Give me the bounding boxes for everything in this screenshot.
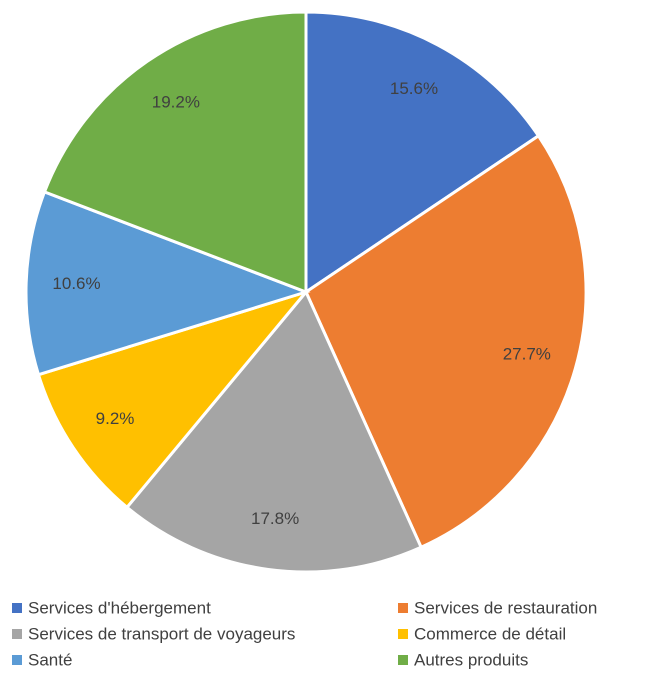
legend-label: Autres produits [414, 650, 528, 669]
legend-label: Services de transport de voyageurs [28, 624, 295, 643]
legend-swatch [398, 629, 408, 639]
pie-slice [36, 289, 311, 510]
legend-label: Santé [28, 650, 72, 669]
pie-slice [124, 289, 424, 574]
data-label: 15.6% [390, 79, 438, 98]
legend-label: Services d'hébergement [28, 598, 211, 617]
legend-swatch [12, 629, 22, 639]
legend-swatch [398, 655, 408, 665]
legend-label: Commerce de détail [414, 624, 566, 643]
legend-swatch [12, 655, 22, 665]
data-label: 9.2% [96, 409, 135, 428]
data-label: 17.8% [251, 509, 299, 528]
pie-slice [304, 10, 541, 295]
legend-label: Services de restauration [414, 598, 597, 617]
data-label: 19.2% [152, 92, 200, 111]
legend-swatch [12, 603, 22, 613]
legend-swatch [398, 603, 408, 613]
data-label: 10.6% [52, 274, 100, 293]
pie-slice [24, 189, 311, 377]
pie-slice [42, 10, 308, 295]
data-label: 27.7% [503, 344, 551, 363]
